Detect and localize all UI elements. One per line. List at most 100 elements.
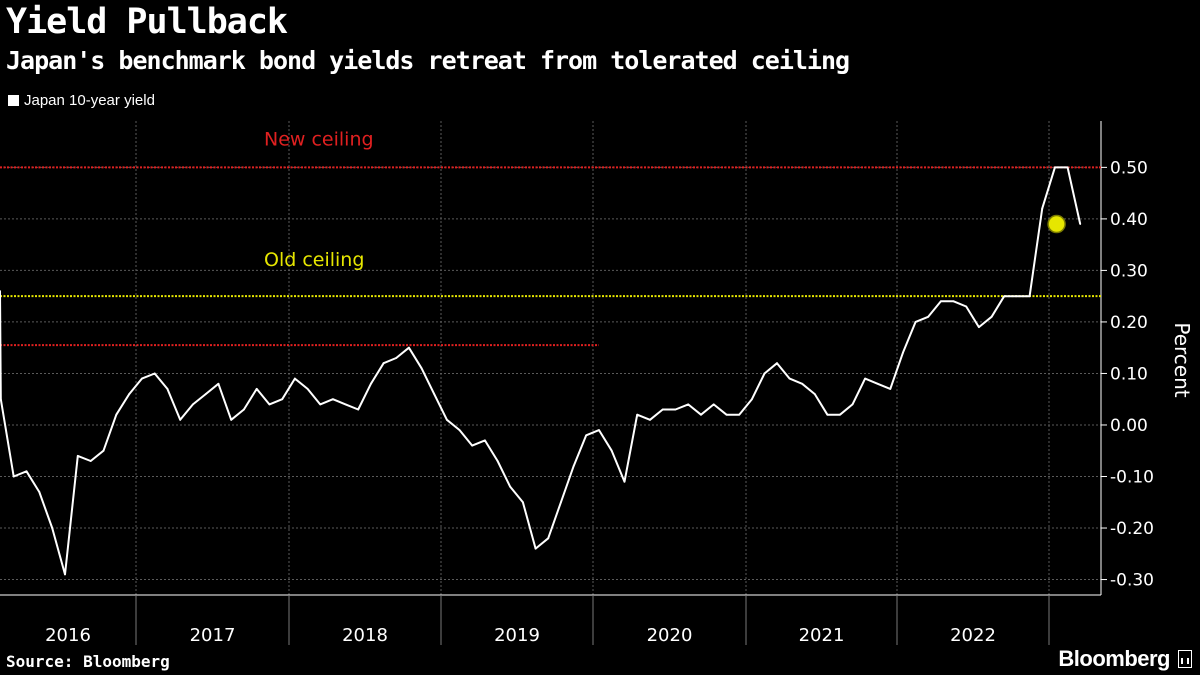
legend-label: Japan 10-year yield — [24, 92, 155, 109]
legend-swatch — [8, 95, 19, 106]
data-point — [940, 300, 942, 303]
data-point — [990, 315, 993, 318]
data-point — [433, 393, 436, 395]
brand-name: Bloomberg — [1058, 646, 1170, 671]
data-point — [572, 465, 575, 468]
x-tick-label: 2021 — [799, 625, 845, 646]
data-point — [1041, 207, 1044, 210]
data-point — [51, 527, 54, 529]
data-point — [712, 403, 715, 406]
x-tick-label: 2019 — [494, 625, 540, 646]
data-point — [560, 501, 562, 504]
data-point — [725, 413, 728, 416]
data-point — [192, 403, 194, 406]
data-point — [370, 382, 372, 385]
data-point — [522, 501, 524, 504]
data-point — [141, 377, 143, 380]
data-point — [294, 377, 296, 380]
legend: Japan 10-year yield — [8, 92, 155, 109]
data-point — [965, 305, 968, 308]
y-tick-label: -0.10 — [1110, 468, 1154, 488]
data-point — [0, 398, 2, 401]
data-point — [319, 403, 322, 406]
y-tick-label: 0.50 — [1110, 158, 1148, 178]
y-tick-label: -0.20 — [1110, 519, 1154, 539]
data-point — [446, 418, 448, 421]
data-point — [408, 346, 410, 349]
data-point — [25, 470, 28, 473]
data-point — [128, 393, 131, 395]
data-point — [76, 454, 79, 457]
data-point — [978, 326, 980, 328]
data-point — [826, 413, 829, 416]
data-point — [395, 357, 398, 359]
series-line — [0, 166, 1082, 576]
data-point — [585, 434, 588, 437]
data-point — [851, 403, 854, 406]
data-point — [420, 367, 423, 370]
y-tick-label: 0.00 — [1110, 416, 1148, 436]
data-point — [776, 362, 778, 365]
data-point — [889, 388, 892, 390]
annotation-label: New ceiling — [264, 128, 374, 150]
data-point — [64, 573, 66, 576]
data-point — [952, 300, 955, 303]
y-tick-label: 0.40 — [1110, 210, 1148, 230]
data-point — [788, 377, 791, 380]
data-point — [268, 403, 271, 406]
data-point — [153, 372, 156, 375]
data-point — [509, 485, 512, 488]
data-point — [217, 382, 220, 385]
data-point — [230, 418, 233, 421]
data-point — [813, 393, 816, 395]
y-tick-label: 0.20 — [1110, 313, 1148, 333]
data-point — [243, 408, 245, 411]
data-point — [801, 382, 804, 385]
chart-title: Yield Pullback — [6, 2, 288, 42]
data-point — [534, 547, 537, 550]
y-tick-label: 0.30 — [1110, 261, 1148, 281]
data-point — [674, 408, 677, 411]
data-point — [332, 398, 334, 401]
data-point — [38, 491, 41, 493]
x-tick-label: 2018 — [342, 625, 388, 646]
data-point — [306, 388, 309, 390]
data-point — [649, 418, 651, 421]
latest-value-marker — [1047, 214, 1066, 234]
data-point — [1066, 166, 1069, 169]
data-point — [1079, 223, 1082, 225]
data-point — [636, 413, 639, 416]
x-tick-label: 2017 — [190, 625, 236, 646]
data-point — [1003, 295, 1006, 298]
bloomberg-terminal-icon — [1178, 650, 1192, 668]
data-point — [382, 362, 385, 365]
data-point — [255, 388, 258, 390]
data-point — [864, 377, 867, 380]
x-tick-label: 2016 — [45, 625, 91, 646]
data-point — [661, 408, 664, 411]
data-point — [12, 475, 15, 478]
annotation-label: Old ceiling — [264, 249, 364, 271]
data-point — [914, 321, 917, 323]
data-point — [1054, 166, 1056, 169]
data-point — [115, 413, 118, 416]
data-point — [458, 429, 461, 432]
data-point — [1016, 295, 1018, 298]
x-tick-label: 2022 — [950, 625, 996, 646]
x-tick-label: 2020 — [647, 625, 693, 646]
data-point — [687, 403, 690, 406]
data-point — [623, 480, 626, 483]
data-point — [876, 382, 879, 385]
data-point — [89, 460, 92, 462]
data-point — [598, 429, 600, 432]
data-point — [1028, 295, 1031, 298]
data-point — [496, 460, 499, 462]
data-point — [166, 388, 169, 390]
data-point — [102, 449, 105, 452]
data-point — [547, 537, 550, 540]
data-point — [471, 444, 474, 447]
y-axis-label: Percent — [1170, 322, 1194, 397]
data-point — [179, 418, 182, 421]
data-point — [738, 413, 741, 416]
